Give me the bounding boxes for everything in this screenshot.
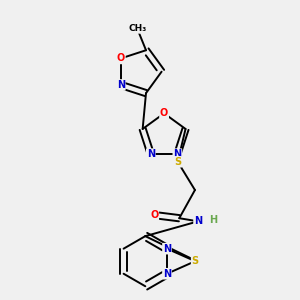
Text: O: O <box>117 53 125 63</box>
Text: N: N <box>173 149 181 159</box>
Text: N: N <box>194 216 202 226</box>
Text: O: O <box>160 108 168 118</box>
Text: H: H <box>209 215 217 225</box>
Text: S: S <box>174 157 181 167</box>
Text: O: O <box>150 210 158 220</box>
Text: N: N <box>147 149 155 159</box>
Text: CH₃: CH₃ <box>128 24 146 33</box>
Text: N: N <box>163 269 171 279</box>
Text: N: N <box>117 80 125 90</box>
Text: N: N <box>163 244 171 254</box>
Text: S: S <box>192 256 199 266</box>
